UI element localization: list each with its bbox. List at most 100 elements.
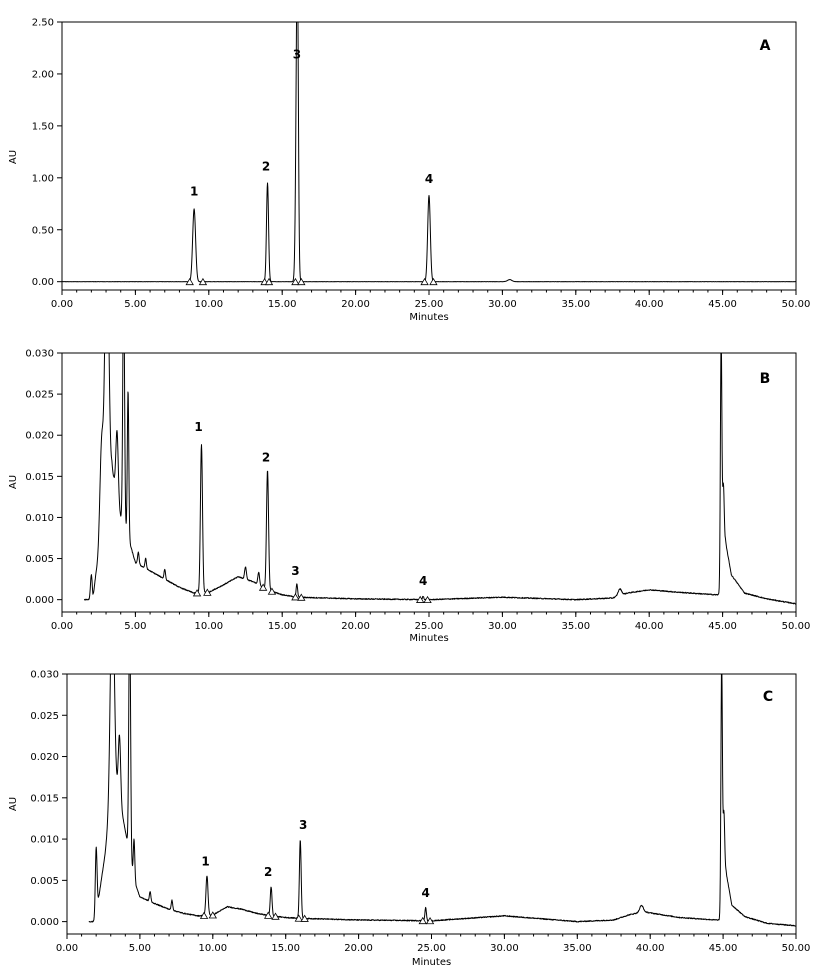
peak-label: 3 [291, 564, 299, 578]
x-tick-label: 40.00 [636, 943, 665, 954]
peak-label: 1 [201, 854, 209, 868]
peak-label: 3 [293, 47, 301, 61]
x-tick-label: 20.00 [341, 299, 370, 310]
y-tick-label: 0.020 [25, 431, 54, 442]
x-tick-label: 15.00 [268, 299, 297, 310]
y-tick-label: 0.025 [25, 390, 54, 401]
peak-label: 2 [262, 451, 270, 465]
peak-label: 1 [194, 420, 202, 434]
integration-marker [418, 916, 427, 925]
y-tick-label: 0.000 [30, 917, 59, 928]
integration-marker [267, 587, 277, 595]
x-tick-label: 30.00 [490, 943, 519, 954]
chromatogram-trace [83, 353, 796, 605]
peak-label: 3 [299, 818, 307, 832]
integration-marker [264, 277, 274, 286]
y-axis-title: AU [8, 797, 19, 811]
plot-frame [66, 673, 797, 935]
x-tick-label: 0.00 [51, 621, 73, 632]
chart-panel-a: 0.00 5.00 10.00 15.00 20.00 25.00 30.00 35.00 40… [8, 18, 811, 324]
x-tick-label: 25.00 [415, 621, 444, 632]
peak-label: 2 [264, 865, 272, 879]
x-tick-label: 40.00 [635, 299, 664, 310]
x-tick-label: 10.00 [194, 299, 223, 310]
x-tick-label: 45.00 [708, 621, 737, 632]
x-axis-title: Minutes [412, 957, 451, 968]
x-tick-label: 50.00 [782, 621, 811, 632]
panel-label: B [760, 371, 771, 387]
y-tick-label: 0.00 [32, 277, 54, 288]
x-tick-label: 35.00 [563, 943, 592, 954]
panel-label: A [760, 38, 771, 54]
y-axis-title: AU [8, 150, 19, 164]
integration-marker [291, 593, 300, 601]
x-tick-label: 30.00 [488, 299, 517, 310]
integration-marker [300, 914, 309, 922]
x-tick-label: 0.00 [56, 943, 78, 954]
peak-label: 4 [419, 574, 427, 588]
integration-marker [271, 912, 280, 920]
integration-marker [291, 277, 300, 286]
integration-marker [415, 595, 425, 603]
y-tick-label: 0.025 [30, 711, 59, 722]
integration-marker [297, 277, 306, 286]
y-tick-label: 1.50 [32, 121, 54, 132]
peak-label: 2 [262, 160, 270, 174]
y-tick-label: 2.00 [32, 69, 54, 80]
integration-marker [203, 588, 212, 596]
x-tick-label: 5.00 [129, 943, 151, 954]
integration-marker [185, 277, 194, 286]
peak-label: 1 [190, 184, 198, 198]
integration-marker [420, 277, 429, 286]
y-tick-label: 0.030 [30, 670, 59, 681]
x-tick-label: 15.00 [268, 621, 297, 632]
x-tick-label: 15.00 [271, 943, 300, 954]
y-tick-label: 0.005 [30, 876, 59, 887]
integration-marker [264, 911, 273, 919]
y-tick-label: 2.50 [32, 18, 54, 29]
peak-label: 4 [421, 886, 429, 900]
x-tick-label: 25.00 [415, 299, 444, 310]
peak-label: 4 [425, 172, 433, 186]
integration-marker [429, 277, 438, 286]
y-tick-label: 0.015 [25, 472, 54, 483]
x-tick-label: 10.00 [198, 943, 227, 954]
x-axis-title: Minutes [409, 633, 448, 644]
y-tick-label: 0.020 [30, 752, 59, 763]
x-tick-label: 5.00 [124, 299, 146, 310]
x-tick-label: 35.00 [561, 299, 590, 310]
x-tick-label: 10.00 [194, 621, 223, 632]
panel-label: C [763, 689, 773, 705]
integration-marker [199, 911, 209, 919]
integration-marker [258, 583, 268, 591]
x-tick-label: 20.00 [344, 943, 373, 954]
x-tick-label: 50.00 [782, 299, 811, 310]
plot-frame [61, 352, 797, 613]
y-tick-label: 0.030 [25, 349, 54, 360]
integration-marker [423, 595, 432, 604]
y-tick-label: 0.50 [32, 225, 54, 236]
integration-marker [425, 916, 435, 925]
x-tick-label: 35.00 [561, 621, 590, 632]
y-tick-label: 0.010 [30, 835, 59, 846]
x-tick-label: 5.00 [124, 621, 146, 632]
y-axis-title: AU [8, 475, 19, 489]
y-tick-label: 0.010 [25, 513, 54, 524]
x-tick-label: 40.00 [635, 621, 664, 632]
integration-marker [297, 593, 306, 601]
integration-marker [192, 589, 202, 597]
x-tick-label: 25.00 [417, 943, 446, 954]
x-tick-label: 50.00 [782, 943, 811, 954]
x-tick-label: 0.00 [51, 299, 73, 310]
chart-panel-b: 0.00 5.00 10.00 15.00 20.00 25.00 30.00 35.00 40… [8, 349, 811, 645]
integration-marker [208, 911, 217, 919]
y-tick-label: 0.015 [30, 793, 59, 804]
chromatogram-trace [88, 674, 796, 927]
x-tick-label: 20.00 [341, 621, 370, 632]
y-tick-label: 0.000 [25, 595, 54, 606]
y-tick-label: 0.005 [25, 554, 54, 565]
x-tick-label: 45.00 [709, 943, 738, 954]
integration-marker [294, 914, 304, 922]
